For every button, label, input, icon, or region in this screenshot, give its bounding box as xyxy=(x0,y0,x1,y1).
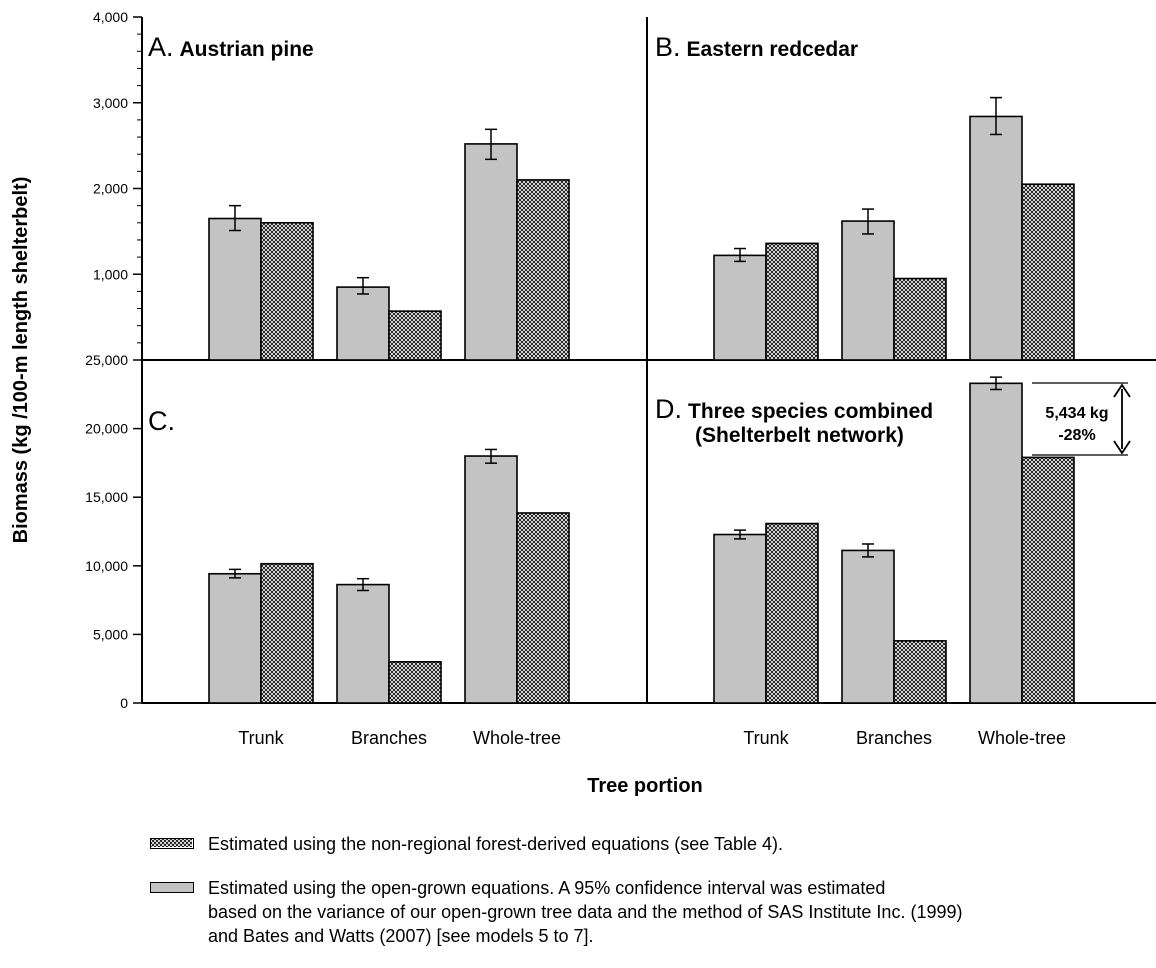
panel-d-name-line2: (Shelterbelt network) xyxy=(695,424,904,447)
bar-forest-b-1 xyxy=(765,242,819,361)
bar-forest-c-3 xyxy=(516,512,570,704)
x-tick-label-d-2: Branches xyxy=(856,728,932,748)
bar-open-c-3 xyxy=(464,455,518,704)
y-tick-label-a: 4,000 xyxy=(93,9,128,25)
x-tick-label-c-1: Trunk xyxy=(238,728,284,748)
legend-item-forest: Estimated using the non-regional forest-… xyxy=(150,832,1140,856)
annotation-arrow-down xyxy=(1113,440,1131,455)
y-tick-label-c: 20,000 xyxy=(85,421,128,437)
y-tick-label-c: 10,000 xyxy=(85,558,128,574)
bar-open-c-1 xyxy=(208,572,262,704)
bar-forest-b-3 xyxy=(1021,183,1075,361)
panel-labels: A. Austrian pine B. Eastern redcedar C. D.… xyxy=(148,32,933,447)
bar-open-a-2 xyxy=(336,286,390,361)
annotation-percent: -28% xyxy=(1058,427,1095,444)
bar-open-d-3 xyxy=(969,382,1023,704)
bar-open-a-1 xyxy=(208,217,262,361)
bar-forest-a-3 xyxy=(516,179,570,361)
panel-d-name-line1: Three species combined xyxy=(688,400,933,423)
panel-c-label: C. xyxy=(148,406,175,436)
y-tick-label-c: 0 xyxy=(120,695,128,711)
legend-text-open-line1: Estimated using the open-grown equations… xyxy=(208,878,886,898)
y-axis-title: Biomass (kg /100-m length shelterbelt) xyxy=(10,177,32,544)
bar-forest-d-1 xyxy=(765,522,819,704)
panel-b-label: B. Eastern redcedar xyxy=(655,32,858,62)
annotation-amount: 5,434 kg xyxy=(1045,405,1108,422)
x-tick-label-c-2: Branches xyxy=(351,728,427,748)
legend-swatch-gray xyxy=(150,882,194,893)
panel-a-label: A. Austrian pine xyxy=(148,32,314,62)
y-tick-label-c: 25,000 xyxy=(85,352,128,368)
y-tick-label-a: 2,000 xyxy=(93,181,128,197)
chart-marks: 1,000 2,000 3,000 4,000 0 5,000 10,000 15,000 20… xyxy=(85,9,1075,748)
y-tick-label-a: 1,000 xyxy=(93,266,128,282)
bar-open-d-1 xyxy=(713,533,767,704)
bar-forest-d-3 xyxy=(1021,456,1075,704)
legend-swatch-hatched xyxy=(150,838,194,849)
y-tick-label-c: 15,000 xyxy=(85,489,128,505)
panel-b-letter: B. xyxy=(655,32,681,62)
panel-a-name: Austrian pine xyxy=(180,38,314,61)
bar-open-d-2 xyxy=(841,549,895,704)
bar-forest-c-1 xyxy=(260,562,314,704)
x-tick-label-c-3: Whole-tree xyxy=(473,728,561,748)
bar-open-c-2 xyxy=(336,583,390,704)
x-axis-title: Tree portion xyxy=(587,775,703,797)
panel-d-label: D. Three species combined xyxy=(655,394,933,424)
legend-text-forest: Estimated using the non-regional forest-… xyxy=(208,834,784,854)
bar-forest-a-1 xyxy=(260,222,314,361)
difference-annotation: 5,434 kg -28% xyxy=(1032,382,1131,456)
panel-d-letter: D. xyxy=(655,394,682,424)
bar-open-a-3 xyxy=(464,143,518,361)
bar-forest-a-2 xyxy=(388,310,442,361)
x-tick-label-d-1: Trunk xyxy=(743,728,789,748)
panel-a-letter: A. xyxy=(148,32,174,62)
bar-open-b-1 xyxy=(713,254,767,361)
y-tick-label-c: 5,000 xyxy=(93,626,128,642)
bar-forest-b-2 xyxy=(893,277,947,361)
bar-open-b-2 xyxy=(841,220,895,361)
y-tick-label-a: 3,000 xyxy=(93,95,128,111)
legend-text-open-line3: and Bates and Watts (2007) [see models 5… xyxy=(208,926,594,946)
legend-item-open: Estimated using the open-grown equations… xyxy=(150,876,1140,948)
bar-open-b-3 xyxy=(969,115,1023,361)
x-tick-label-d-3: Whole-tree xyxy=(978,728,1066,748)
bar-forest-d-2 xyxy=(893,640,947,704)
panel-b-name: Eastern redcedar xyxy=(687,38,859,61)
legend: Estimated using the non-regional forest-… xyxy=(150,832,1140,968)
annotation-arrow-up xyxy=(1113,383,1131,398)
bar-forest-c-2 xyxy=(388,661,442,704)
legend-text-open-line2: based on the variance of our open-grown … xyxy=(208,902,963,922)
